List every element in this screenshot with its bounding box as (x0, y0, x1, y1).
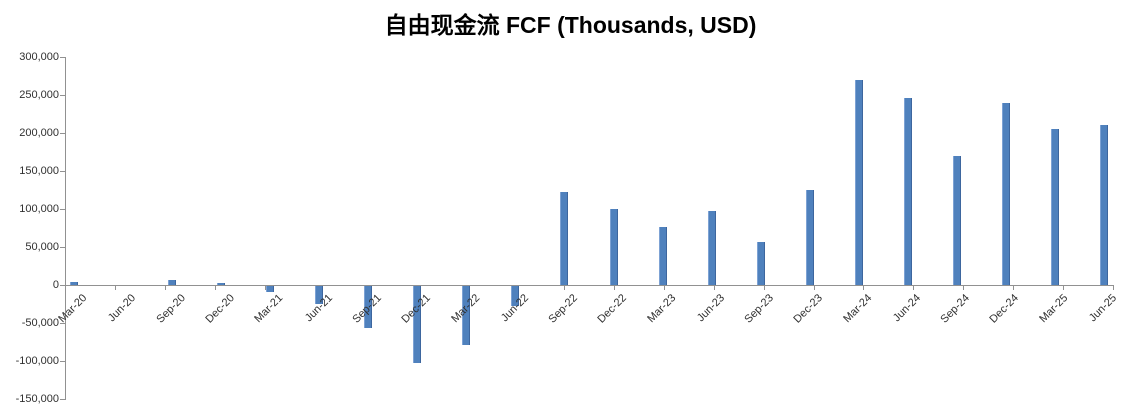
x-tick-label: Mar-24 (841, 292, 875, 326)
x-tick-mark (265, 286, 266, 290)
x-tick-label: Mar-20 (56, 292, 90, 326)
y-tick-label: 200,000 (19, 127, 59, 139)
bar-mar-25 (1051, 129, 1059, 285)
x-tick-mark (1113, 286, 1114, 290)
y-tick-label: 0 (52, 279, 59, 291)
x-tick-mark (1063, 286, 1064, 290)
y-tick-label: -50,000 (21, 317, 59, 329)
x-tick-mark (165, 286, 166, 290)
bar-sep-21 (364, 286, 372, 328)
y-tick-mark (60, 361, 65, 362)
bar-mar-22 (462, 286, 470, 345)
y-tick-mark (60, 285, 65, 286)
bar-jun-23 (708, 211, 716, 285)
x-tick-mark (564, 286, 565, 290)
bar-dec-20 (217, 283, 225, 285)
x-tick-label: Jun-23 (694, 292, 728, 325)
x-tick-mark (664, 286, 665, 290)
y-axis-line (65, 57, 66, 400)
y-tick-label: 50,000 (25, 241, 59, 253)
x-tick-label: Dec-24 (987, 292, 1022, 326)
x-tick-mark (764, 286, 765, 290)
x-tick-label: Dec-20 (203, 292, 237, 326)
x-tick-label: Jun-20 (106, 292, 139, 325)
y-tick-mark (60, 133, 65, 134)
bar-sep-20 (168, 280, 176, 285)
bar-mar-21 (266, 286, 274, 292)
x-tick-label: Sep-20 (154, 292, 188, 326)
bar-jun-24 (904, 98, 912, 285)
x-tick-label: Dec-22 (595, 292, 630, 326)
y-tick-mark (60, 209, 65, 210)
x-tick-mark (814, 286, 815, 290)
x-tick-mark (714, 286, 715, 290)
y-tick-mark (60, 247, 65, 248)
y-tick-mark (60, 57, 65, 58)
bar-dec-24 (1002, 103, 1010, 285)
x-tick-label: Mar-23 (644, 292, 679, 326)
x-tick-label: Jun-25 (1087, 292, 1120, 325)
x-tick-label: Sep-23 (742, 292, 777, 326)
bar-dec-23 (806, 190, 814, 285)
y-tick-mark (60, 171, 65, 172)
y-tick-mark (60, 399, 65, 400)
bar-mar-20 (70, 282, 78, 285)
x-tick-label: Sep-22 (546, 292, 580, 326)
y-tick-label: 300,000 (19, 51, 59, 63)
x-tick-mark (614, 286, 615, 290)
x-axis-line (65, 285, 1114, 286)
bar-dec-22 (610, 209, 618, 285)
x-tick-mark (1013, 286, 1014, 290)
bar-sep-22 (560, 192, 568, 285)
y-tick-label: -100,000 (15, 355, 59, 367)
bar-mar-24 (855, 80, 863, 285)
bar-dec-21 (413, 286, 421, 363)
y-tick-label: 150,000 (19, 165, 59, 177)
x-tick-mark (115, 286, 116, 290)
x-tick-label: Sep-24 (938, 292, 973, 326)
x-tick-label: Dec-23 (791, 292, 826, 326)
y-tick-mark (60, 95, 65, 96)
x-tick-mark (863, 286, 864, 290)
x-tick-mark (963, 286, 964, 290)
x-tick-mark (215, 286, 216, 290)
bar-jun-21 (315, 286, 323, 304)
bar-mar-23 (659, 227, 667, 285)
chart-title: 自由现金流 FCF (Thousands, USD) (384, 12, 757, 38)
bar-jun-22 (511, 286, 519, 306)
bar-jun-25 (1100, 125, 1108, 285)
x-tick-label: Mar-21 (252, 292, 286, 326)
x-tick-mark (913, 286, 914, 290)
x-tick-label: Mar-25 (1037, 292, 1071, 326)
y-tick-label: 100,000 (19, 203, 59, 215)
bar-sep-24 (953, 156, 961, 285)
x-tick-label: Jun-24 (891, 292, 924, 325)
y-tick-label: -150,000 (15, 393, 59, 405)
bar-sep-23 (757, 242, 765, 285)
y-tick-mark (60, 323, 65, 324)
y-tick-label: 250,000 (19, 89, 59, 101)
